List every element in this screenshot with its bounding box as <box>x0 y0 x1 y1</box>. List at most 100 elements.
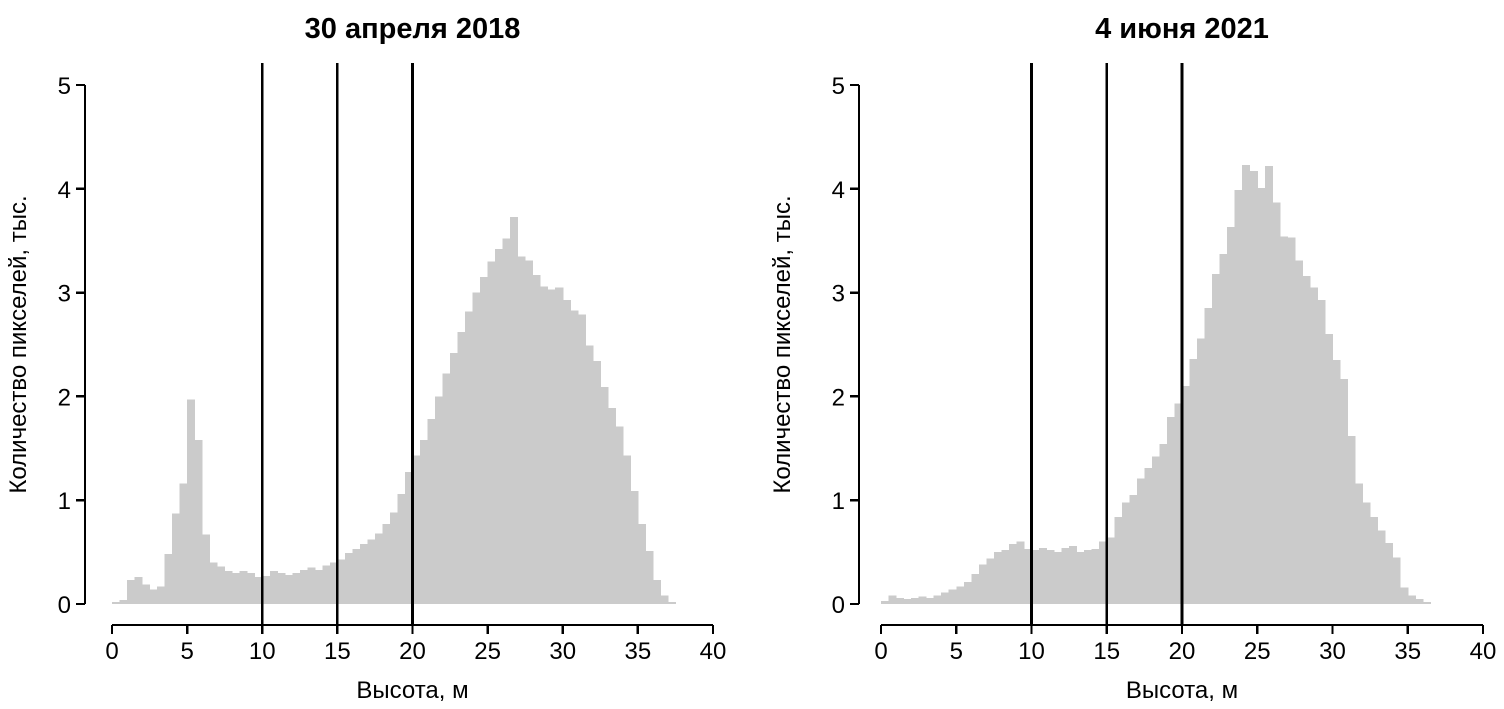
histogram-bar <box>247 572 256 604</box>
histogram-bar <box>888 595 897 604</box>
histogram-bar <box>1400 587 1409 604</box>
histogram-bar <box>978 564 987 604</box>
histogram-bar <box>502 238 511 604</box>
histogram-bar <box>652 580 661 604</box>
histogram-bar <box>427 419 436 604</box>
x-tick-label: 0 <box>874 638 887 665</box>
histogram-bar <box>194 440 203 604</box>
histogram-bar <box>1227 227 1236 604</box>
histogram-bar <box>224 570 233 604</box>
histogram-bar <box>457 332 466 604</box>
histogram-bar <box>948 589 957 604</box>
histogram-bar <box>217 566 226 604</box>
histogram-bar <box>562 299 571 604</box>
histogram-bar <box>918 596 927 604</box>
histogram-bar <box>374 533 383 604</box>
histogram-bar <box>622 455 631 604</box>
histogram-bar <box>903 598 912 604</box>
histogram-bar <box>299 569 308 604</box>
histogram-bar <box>1114 516 1123 604</box>
histogram-bar <box>112 601 121 604</box>
histogram-bar <box>157 586 166 604</box>
x-tick-label: 40 <box>1470 638 1497 665</box>
histogram-bar <box>314 569 323 604</box>
histogram-bar <box>630 490 639 604</box>
histogram-bar <box>525 260 534 604</box>
histogram-bar <box>1317 299 1326 604</box>
histogram-bar <box>615 426 624 604</box>
histogram-bar <box>1008 543 1017 604</box>
histogram-bar <box>1332 360 1341 604</box>
x-tick-label: 35 <box>1394 638 1421 665</box>
histogram-bar <box>1016 541 1025 604</box>
x-tick-label: 15 <box>324 638 351 665</box>
histogram-bar <box>172 513 181 604</box>
histogram-bar <box>284 574 293 604</box>
histogram-bar <box>1182 386 1191 604</box>
histogram-bar <box>164 554 173 604</box>
histogram-bar <box>926 597 935 604</box>
histogram-bar <box>1106 537 1115 604</box>
reference-lines-group <box>260 63 414 626</box>
y-tick-label: 1 <box>58 488 71 515</box>
histogram-bar <box>1144 468 1153 604</box>
histogram-bar <box>1166 417 1175 604</box>
histogram-panel-2021: 4 июня 2021 Высота, м Количество пикселе… <box>769 13 1497 704</box>
histogram-bar <box>607 407 616 604</box>
histogram-bar <box>1046 550 1055 604</box>
histogram-bar <box>1069 545 1078 604</box>
histogram-bar <box>142 584 151 604</box>
histogram-bar <box>1151 456 1160 604</box>
histogram-bar <box>209 562 218 604</box>
bars-group <box>112 216 676 604</box>
histogram-bar <box>442 373 451 604</box>
histogram-bar <box>412 455 421 604</box>
histogram-bar <box>472 292 481 604</box>
histogram-bar <box>645 551 654 604</box>
histogram-bar <box>1257 187 1266 604</box>
histogram-bar <box>1054 552 1063 604</box>
x-tick-label: 0 <box>105 638 118 665</box>
histogram-bar <box>1091 548 1100 604</box>
histogram-bar <box>585 345 594 604</box>
histogram-bar <box>963 582 972 604</box>
x-tick-label: 15 <box>1093 638 1120 665</box>
y-tick-label: 4 <box>58 177 71 204</box>
histogram-bar <box>555 287 564 604</box>
histogram-bar <box>450 352 459 604</box>
histogram-bar <box>397 493 406 604</box>
histogram-bar <box>1136 478 1145 604</box>
histogram-bar <box>1287 237 1296 604</box>
x-tick-label: 40 <box>700 638 727 665</box>
histogram-bar <box>352 548 361 604</box>
histogram-bar <box>971 573 980 604</box>
histogram-bar <box>1023 548 1033 604</box>
x-axis-label: Высота, м <box>1126 677 1238 704</box>
y-tick-label: 5 <box>58 73 71 100</box>
histogram-bar <box>359 543 368 604</box>
histogram-bar <box>1031 550 1040 604</box>
histogram-bar <box>262 575 271 604</box>
histogram-bar <box>1204 308 1213 604</box>
histogram-bar <box>487 261 496 604</box>
histogram-bar <box>1309 287 1318 604</box>
histogram-bar <box>134 577 143 604</box>
histogram-bar <box>232 572 241 604</box>
x-tick-label: 30 <box>549 638 576 665</box>
histogram-bar <box>1370 516 1379 604</box>
panel-title-2018: 30 апреля 2018 <box>305 13 521 45</box>
histogram-bar <box>1377 530 1386 604</box>
histogram-bar <box>277 572 286 604</box>
histogram-bar <box>532 274 541 604</box>
histogram-bar <box>389 512 398 604</box>
histogram-bar <box>956 586 965 604</box>
histogram-bar <box>1129 495 1138 604</box>
histogram-bar <box>119 599 128 604</box>
histogram-bar <box>896 597 905 604</box>
histogram-bar <box>517 256 526 604</box>
histogram-bar <box>1076 552 1085 604</box>
histogram-bar <box>1242 164 1251 604</box>
histogram-bar <box>239 570 248 604</box>
histogram-bar <box>1099 541 1108 604</box>
histogram-bar <box>637 524 646 604</box>
